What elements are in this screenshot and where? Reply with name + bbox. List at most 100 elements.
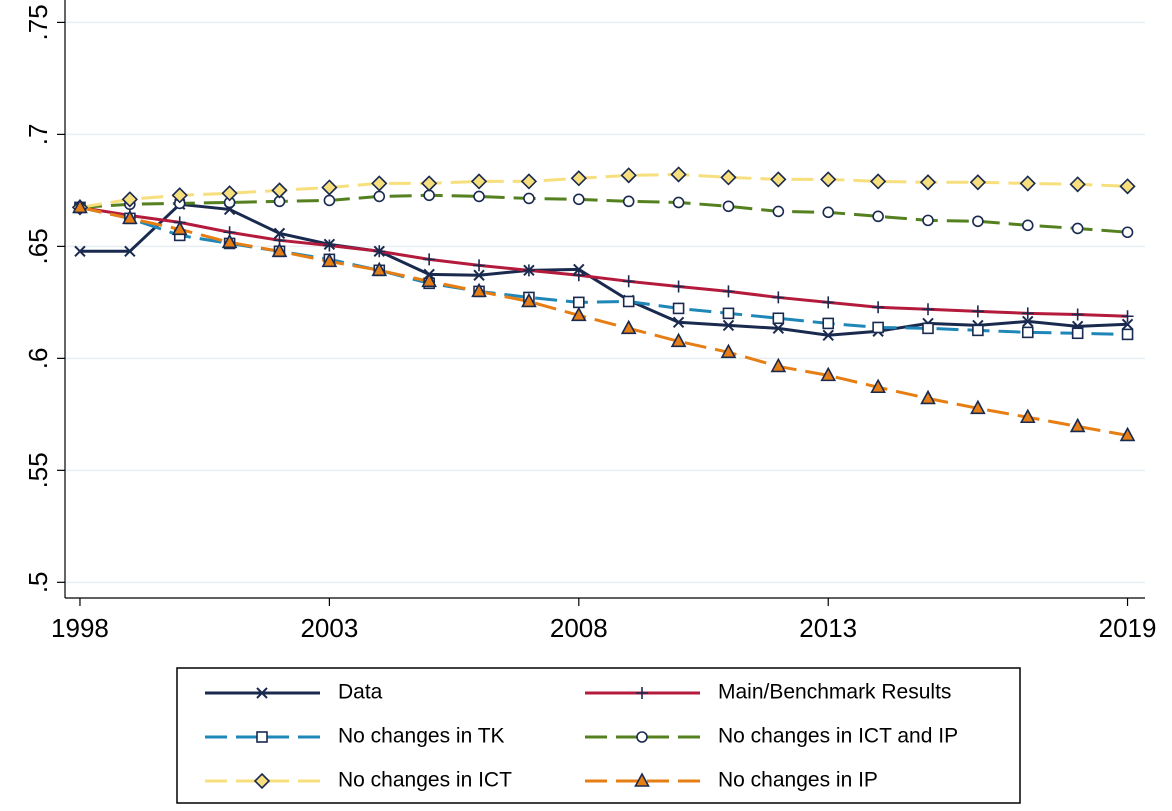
marker	[1119, 178, 1136, 195]
marker	[872, 301, 885, 314]
marker	[373, 190, 386, 203]
marker	[1071, 222, 1084, 235]
marker	[972, 324, 984, 337]
marker	[972, 215, 984, 228]
marker	[620, 319, 637, 335]
marker	[722, 319, 735, 332]
y-tick-label: .5	[23, 571, 53, 593]
series-line	[79, 172, 1128, 209]
marker	[872, 321, 884, 334]
marker	[720, 343, 737, 359]
legend-marker	[636, 687, 648, 699]
marker	[622, 275, 635, 288]
marker	[323, 194, 336, 207]
marker	[1121, 318, 1134, 331]
marker	[920, 389, 936, 405]
legend-label: Main/Benchmark Results	[718, 681, 951, 704]
marker	[321, 252, 338, 268]
marker	[473, 269, 485, 281]
marker	[321, 179, 338, 196]
marker	[670, 332, 687, 348]
marker	[1121, 310, 1134, 323]
marker	[171, 220, 188, 236]
legend-label: Data	[338, 681, 383, 704]
legend-marker	[253, 772, 271, 790]
marker	[273, 227, 286, 240]
marker	[969, 174, 987, 191]
series-line	[79, 205, 1128, 336]
marker	[421, 272, 438, 288]
marker	[870, 378, 886, 394]
marker	[922, 214, 934, 227]
marker	[74, 245, 86, 258]
legend-label: No changes in TK	[338, 725, 505, 748]
series-line	[79, 202, 1128, 337]
marker	[922, 303, 935, 316]
marker	[423, 189, 435, 202]
x-tick-label: 2019	[1099, 613, 1157, 643]
marker	[1022, 315, 1034, 328]
marker	[522, 264, 535, 277]
marker	[670, 166, 687, 183]
x-tick-label: 2003	[300, 613, 358, 643]
marker	[1019, 408, 1036, 424]
marker	[822, 329, 834, 341]
marker	[770, 171, 787, 188]
marker	[1119, 426, 1136, 442]
marker	[1069, 176, 1086, 193]
marker	[323, 239, 336, 252]
marker	[373, 245, 386, 258]
marker	[221, 185, 238, 202]
marker	[772, 312, 785, 325]
legend-label: No changes in ICT	[338, 769, 512, 792]
marker	[473, 190, 485, 203]
marker	[722, 285, 735, 298]
marker	[371, 175, 388, 192]
marker	[1021, 326, 1034, 339]
legend-box	[176, 667, 1021, 804]
marker	[822, 206, 835, 219]
legend-marker	[256, 687, 268, 699]
marker	[672, 196, 685, 209]
marker	[573, 193, 585, 206]
x-tick-label: 2008	[550, 613, 608, 643]
marker	[822, 296, 835, 309]
marker	[672, 302, 685, 315]
marker	[970, 399, 986, 415]
marker	[121, 191, 138, 208]
marker	[722, 307, 735, 320]
marker	[371, 261, 388, 277]
marker	[770, 357, 787, 373]
marker	[620, 167, 637, 184]
marker	[520, 173, 538, 190]
marker	[872, 210, 884, 223]
marker	[1021, 307, 1034, 320]
legend-marker	[636, 731, 648, 743]
marker	[971, 305, 984, 318]
marker	[271, 242, 288, 258]
marker	[570, 306, 587, 322]
marker	[919, 174, 937, 191]
legend-label: No changes in ICT and IP	[718, 725, 958, 748]
marker	[720, 169, 737, 186]
series-line	[79, 205, 1128, 437]
marker	[122, 209, 138, 225]
marker	[570, 170, 587, 187]
y-tick-label: .75	[23, 4, 53, 40]
y-tick-label: .65	[23, 228, 53, 264]
marker	[1021, 219, 1034, 232]
marker	[573, 296, 585, 309]
legend-marker	[634, 772, 650, 787]
marker	[672, 280, 685, 293]
marker	[572, 269, 585, 282]
marker	[421, 175, 438, 192]
marker	[171, 187, 188, 204]
marker	[521, 292, 537, 308]
marker	[221, 233, 238, 249]
marker	[423, 253, 436, 266]
y-tick-label: .7	[23, 124, 53, 146]
series-line	[79, 193, 1128, 234]
y-tick-label: .6	[23, 348, 53, 370]
marker	[72, 198, 88, 214]
